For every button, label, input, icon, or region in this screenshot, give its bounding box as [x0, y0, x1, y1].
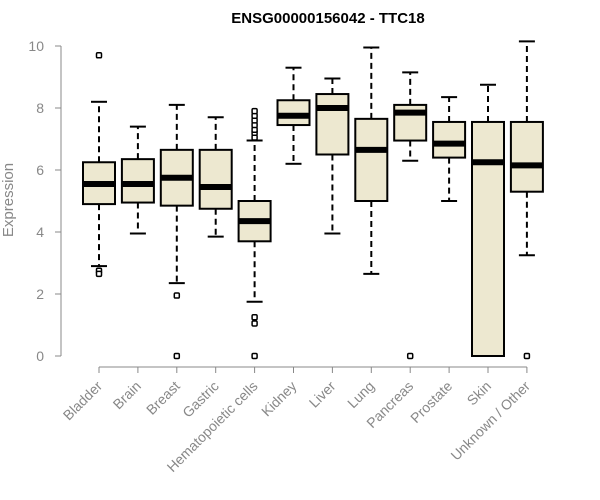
- x-tick-label: Breast: [143, 378, 183, 418]
- y-axis: 0 2 4 6 8 10: [28, 38, 62, 364]
- outlier-point: [251, 107, 258, 115]
- outlier-point: [523, 352, 531, 360]
- box-group: [159, 103, 194, 360]
- box-group: [432, 96, 467, 202]
- boxes: [82, 40, 544, 360]
- chart-title: ENSG00000156042 - TTC18: [231, 10, 424, 27]
- box-group: [276, 66, 311, 165]
- x-tick-label: Prostate: [407, 378, 455, 426]
- outlier-point: [95, 52, 103, 59]
- y-tick-label: 0: [36, 348, 44, 364]
- box: [509, 120, 544, 193]
- box: [471, 120, 505, 357]
- box-group: [82, 52, 116, 278]
- x-tick-label: Lung: [344, 378, 377, 411]
- outlier-point: [251, 352, 258, 360]
- outlier-point: [95, 270, 103, 278]
- box: [432, 120, 467, 159]
- outlier-point: [251, 314, 258, 321]
- x-tick-label: Skin: [464, 378, 495, 409]
- y-tick-label: 4: [36, 224, 44, 240]
- y-tick-label: 10: [28, 38, 44, 54]
- y-tick-label: 6: [36, 162, 44, 178]
- box-group: [237, 107, 272, 360]
- y-axis-label: Expression: [0, 163, 17, 237]
- box-group: [393, 71, 428, 360]
- box: [354, 117, 389, 202]
- outlier-point: [173, 352, 181, 360]
- box: [276, 99, 311, 127]
- y-tick-label: 2: [36, 286, 44, 302]
- box-group: [509, 40, 544, 360]
- x-tick-label: Liver: [306, 378, 339, 411]
- box-group: [354, 46, 389, 275]
- box: [120, 158, 155, 204]
- box-group: [120, 125, 155, 235]
- x-tick-label: Brain: [110, 378, 144, 412]
- x-tick-label: Kidney: [258, 378, 300, 420]
- box-group: [315, 77, 350, 235]
- outlier-point: [406, 352, 414, 360]
- box: [198, 148, 233, 210]
- x-tick-label: Bladder: [60, 378, 106, 424]
- outlier-point: [251, 320, 258, 327]
- box: [315, 93, 350, 156]
- box-group: [471, 83, 505, 357]
- box-group: [198, 116, 233, 238]
- outlier-point: [173, 292, 181, 299]
- y-tick-label: 8: [36, 100, 44, 116]
